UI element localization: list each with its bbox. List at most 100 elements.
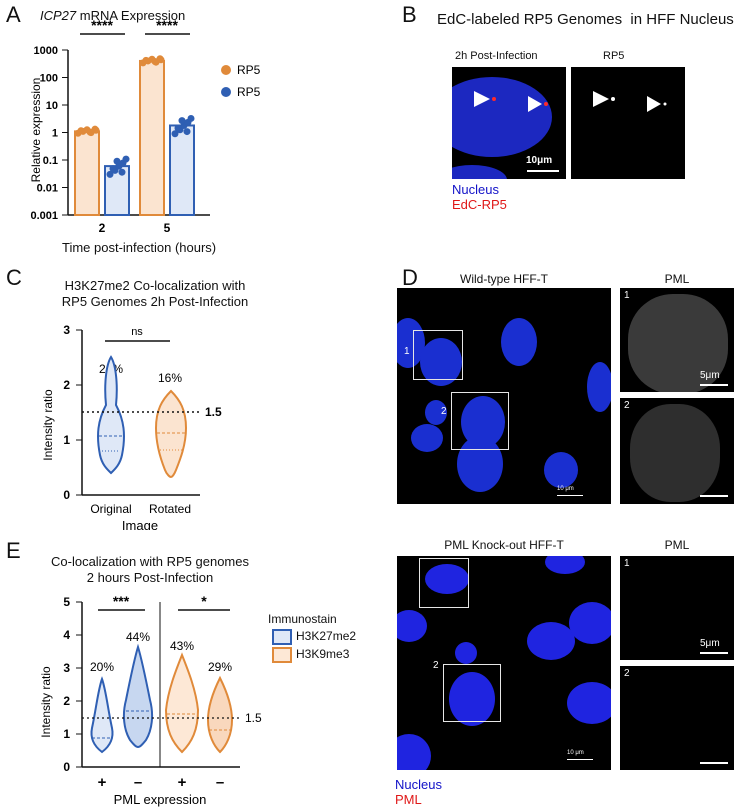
panel-d-wt-nucleus-7 bbox=[544, 452, 578, 488]
panel-d-ko-nucleus-9 bbox=[449, 672, 495, 726]
panel-d-ko-nucleus-7 bbox=[397, 734, 431, 770]
panel-a-ytick-label: 1000 bbox=[34, 45, 58, 57]
panel-d-ko-box-2-label: 2 bbox=[433, 660, 439, 671]
panel-a-legend-rp5-marker bbox=[221, 87, 231, 97]
panel-a-bar-rp5r-2h bbox=[74, 130, 100, 216]
panel-b-arrow-1 bbox=[474, 91, 490, 107]
panel-b-scale-label: 10μm bbox=[526, 155, 553, 166]
panel-d-pml-title: PML bbox=[664, 272, 690, 286]
panel-a-point bbox=[157, 56, 165, 64]
panel-d-pml-inset-2-cell bbox=[630, 404, 720, 502]
panel-d-ko-inset-1-scale-label: 5μm bbox=[700, 638, 720, 649]
panel-e-xtick-2: – bbox=[134, 774, 142, 791]
panel-a-sig-1: **** bbox=[91, 17, 113, 33]
panel-d-ko-nucleus-2 bbox=[545, 556, 585, 574]
panel-c-title-1: H3K27me2 Co-localization with bbox=[64, 278, 246, 293]
panel-a-point bbox=[113, 157, 121, 165]
panel-c-ytick-1: 1 bbox=[63, 433, 70, 447]
panel-d-ko-inset-2-scalebar bbox=[700, 762, 728, 764]
panel-b-rp5-image bbox=[571, 67, 685, 179]
panel-a-ytick-label: 0.01 bbox=[37, 183, 58, 195]
panel-c-xtick-original: Original bbox=[90, 502, 131, 516]
panel-d-ko-box-2 bbox=[443, 664, 501, 722]
panel-d-ko-scale-label: 10 μm bbox=[567, 750, 584, 756]
panel-d-wt-nucleus-4 bbox=[425, 400, 447, 425]
panel-b-edc-1 bbox=[492, 97, 496, 101]
panel-c-pct-rotated: 16% bbox=[158, 371, 182, 385]
panel-a-point bbox=[118, 168, 126, 176]
panel-d-legend-nucleus: Nucleus bbox=[395, 777, 442, 792]
panel-e-sig-1: *** bbox=[113, 593, 130, 609]
panel-d-wt-box-2 bbox=[451, 392, 509, 450]
panel-a-ytick-label: 0.001 bbox=[30, 210, 58, 222]
panel-e-legend-h3k27: H3K27me2 bbox=[296, 629, 357, 643]
panel-e-ytick-0: 0 bbox=[63, 760, 70, 774]
panel-e-pct-2: 44% bbox=[126, 630, 150, 644]
panel-e-pct-1: 20% bbox=[90, 660, 114, 674]
panel-c-xtick-rotated: Rotated bbox=[149, 502, 191, 516]
panel-d-legend-pml: PML bbox=[395, 792, 422, 807]
panel-e-label: E bbox=[6, 538, 21, 563]
panel-d-ko-inset-2: 2 bbox=[620, 666, 734, 770]
panel-d-wt-box-1-label: 1 bbox=[404, 346, 410, 357]
panel-d-ko-nucleus-3 bbox=[397, 610, 427, 642]
panel-c-ytick-0: 0 bbox=[63, 488, 70, 502]
panel-a-point bbox=[77, 127, 85, 135]
panel-d-ko-nucleus-4 bbox=[527, 622, 575, 660]
panel-a-xtick-2: 2 bbox=[99, 221, 106, 235]
panel-c-y-ticks bbox=[76, 329, 82, 496]
panel-a-point bbox=[183, 128, 191, 136]
panel-a-ylabel: Relative expression bbox=[29, 78, 43, 183]
panel-e-title-2: 2 hours Post-Infection bbox=[86, 570, 214, 585]
panel-a-point bbox=[171, 130, 179, 138]
panel-a-point bbox=[109, 165, 117, 173]
panel-d-wt-scale-label: 10 μm bbox=[557, 486, 574, 492]
panel-e-xtick-3: + bbox=[178, 774, 187, 791]
panel-a-label: A bbox=[6, 2, 21, 27]
panel-a-point bbox=[86, 128, 94, 136]
panel-d-pml-inset-1: 1 5μm bbox=[620, 288, 734, 392]
panel-d-pml-inset-2: 2 bbox=[620, 398, 734, 504]
panel-b-title: EdC-labeled RP5 Genomes in HFF Nucleus bbox=[437, 11, 734, 28]
panel-e-violin-h3k9-neg bbox=[206, 675, 234, 754]
panel-c-violin-rotated bbox=[154, 389, 188, 479]
panel-a-title-rest: mRNA Expression bbox=[76, 8, 186, 23]
panel-d-ko-inset-1-label: 1 bbox=[624, 558, 630, 569]
panel-e-xtick-4: – bbox=[216, 774, 224, 791]
panel-b-edc-2 bbox=[544, 102, 548, 106]
panel-a-ytick-label: 0.1 bbox=[43, 155, 58, 167]
panel-e-pct-3: 43% bbox=[170, 639, 194, 653]
panel-c-threshold: 1.5 bbox=[205, 405, 222, 419]
panel-d-wt-box-1 bbox=[413, 330, 463, 380]
panel-d-ko-inset-1: 1 5μm bbox=[620, 556, 734, 660]
panel-a-sig-2: **** bbox=[156, 17, 178, 33]
panel-d-wt-image: 1 2 10 μm bbox=[397, 288, 611, 504]
panel-b-left-title: 2h Post-Infection bbox=[455, 50, 538, 62]
panel-a-ytick-label: 10 bbox=[46, 100, 58, 112]
panel-a-chart: 1000 100 10 1 0.1 0.01 0.001 **** **** 2 5 Rel… bbox=[29, 17, 260, 235]
panel-e-legend-h3k9-swatch bbox=[272, 647, 292, 663]
panel-a-bars bbox=[74, 59, 195, 217]
panel-b-merged-image: 10μm bbox=[452, 67, 566, 179]
panel-c-ns: ns bbox=[131, 326, 143, 338]
panel-d-inset-1-scale-label: 5μm bbox=[700, 370, 720, 381]
panel-a-legend-rp5r-marker bbox=[221, 65, 231, 75]
panel-e-threshold: 1.5 bbox=[245, 711, 262, 725]
panel-e-xlabel: PML expression bbox=[114, 792, 207, 807]
panel-e-violin-h3k27-pos bbox=[90, 676, 114, 754]
panel-a-point bbox=[142, 56, 150, 64]
panel-e-violin-h3k27-neg bbox=[122, 643, 154, 749]
panel-a-ytick-label: 100 bbox=[40, 73, 58, 85]
panel-d-wt-title: Wild-type HFF-T bbox=[460, 272, 548, 286]
panel-d-ko-scalebar bbox=[567, 759, 593, 760]
panel-d-wt-nucleus-6 bbox=[461, 396, 505, 448]
panel-b-arrow-2 bbox=[528, 96, 542, 112]
panel-e-violin-h3k9-pos bbox=[164, 652, 200, 754]
panel-a-point bbox=[92, 126, 100, 134]
panel-d-wt-scalebar bbox=[557, 495, 583, 496]
panel-d-inset-2-scalebar bbox=[700, 495, 728, 497]
panel-e-title-1: Co-localization with RP5 genomes bbox=[51, 554, 249, 569]
panel-e-ytick-2: 2 bbox=[63, 694, 70, 708]
panel-a-dots bbox=[74, 55, 195, 178]
panel-b-label: B bbox=[402, 2, 417, 27]
